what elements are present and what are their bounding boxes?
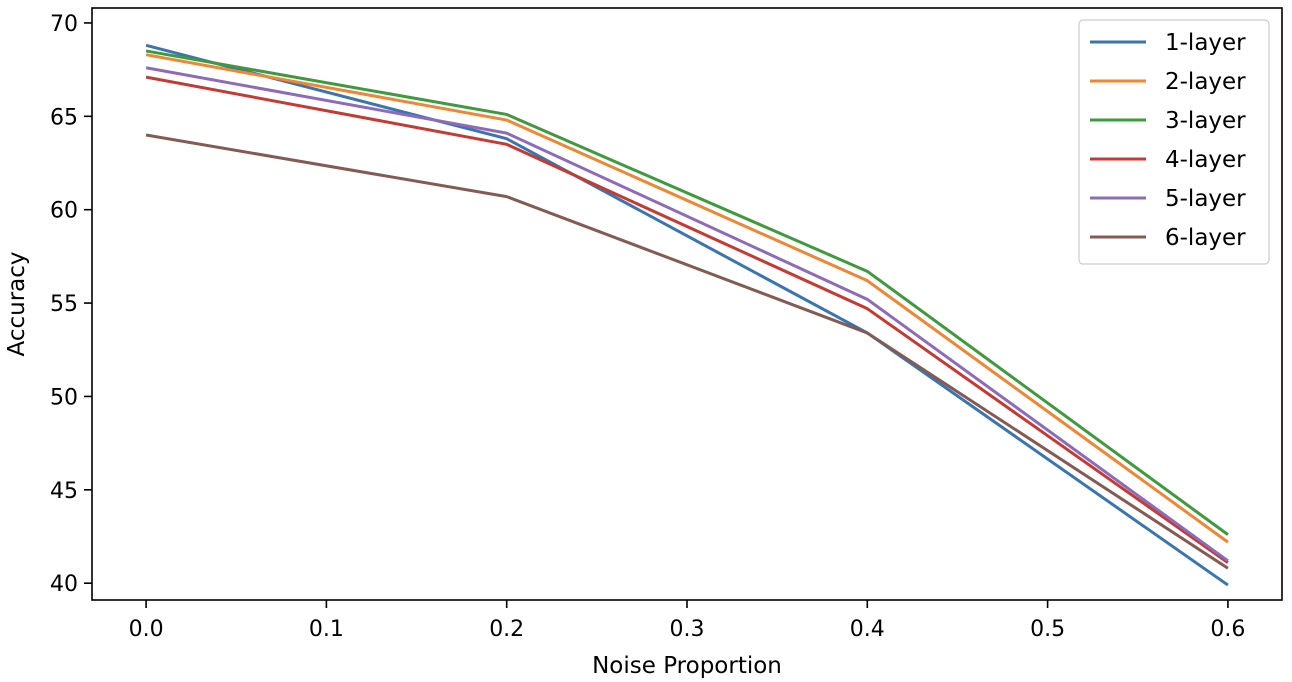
y-tick-label: 45: [50, 479, 78, 504]
y-axis-label: Accuracy: [4, 251, 30, 356]
x-tick-label: 0.6: [1210, 617, 1245, 642]
legend-label-4-layer: 4-layer: [1165, 147, 1246, 173]
y-tick-label: 55: [50, 292, 78, 317]
legend-label-3-layer: 3-layer: [1165, 108, 1246, 134]
x-axis: 0.0 0.1 0.2 0.3 0.4 0.5 0.6: [129, 600, 1245, 642]
y-tick-label: 60: [50, 199, 78, 224]
y-tick-label: 70: [50, 12, 78, 37]
x-tick-label: 0.2: [489, 617, 524, 642]
legend-label-2-layer: 2-layer: [1165, 69, 1246, 95]
y-axis: 40 45 50 55 60 65 70: [50, 12, 92, 597]
legend-label-6-layer: 6-layer: [1165, 225, 1246, 251]
series-line-2-layer: [145, 53, 1229, 544]
legend-label-1-layer: 1-layer: [1165, 30, 1246, 56]
legend-label-5-layer: 5-layer: [1165, 186, 1246, 212]
y-tick-label: 65: [50, 105, 78, 130]
y-tick-label: 40: [50, 572, 78, 597]
series-line-4-layer: [145, 75, 1229, 564]
series-lines: [145, 43, 1229, 587]
x-tick-label: 0.4: [850, 617, 885, 642]
x-tick-label: 0.1: [309, 617, 344, 642]
series-line-1-layer: [145, 43, 1229, 587]
series-line-6-layer: [145, 133, 1229, 570]
series-line-5-layer: [145, 66, 1229, 562]
x-tick-label: 0.0: [129, 617, 164, 642]
x-axis-label: Noise Proportion: [592, 653, 782, 679]
series-line-3-layer: [145, 49, 1229, 536]
x-tick-label: 0.3: [670, 617, 705, 642]
y-tick-label: 50: [50, 385, 78, 410]
legend: 1-layer 2-layer 3-layer 4-layer 5-layer 6-lay…: [1078, 19, 1270, 265]
x-tick-label: 0.5: [1030, 617, 1065, 642]
